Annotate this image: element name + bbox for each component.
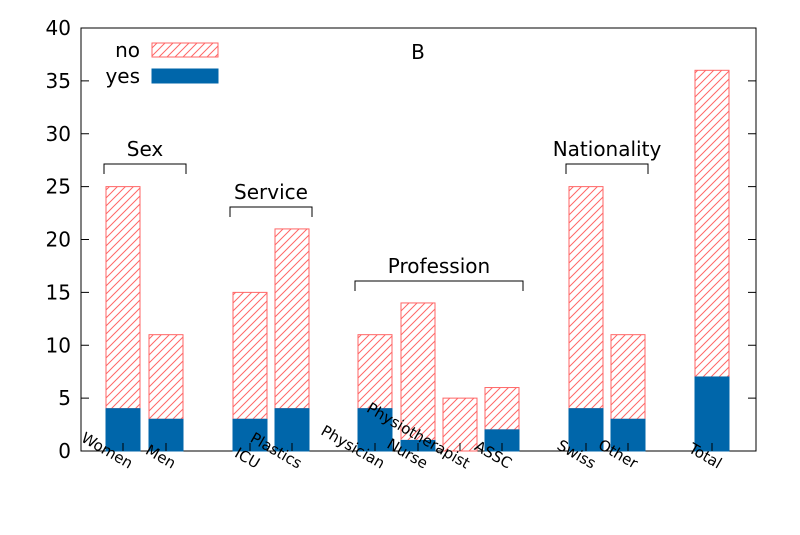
bar-no-assc bbox=[484, 387, 520, 431]
bar-no-other bbox=[610, 334, 646, 420]
bar-no-total bbox=[694, 69, 730, 378]
bar-yes-total bbox=[694, 376, 730, 452]
y-tick-label: 20 bbox=[46, 228, 71, 252]
group-bracket-nationality bbox=[565, 163, 649, 174]
y-tick-label: 30 bbox=[46, 122, 71, 146]
bar-no-physician bbox=[357, 334, 393, 410]
group-label-nationality: Nationality bbox=[553, 137, 662, 161]
panel-title: B bbox=[411, 40, 425, 64]
bar-no-plastics bbox=[274, 228, 310, 410]
group-label-service: Service bbox=[234, 180, 308, 204]
y-tick-label: 5 bbox=[58, 386, 71, 410]
legend-label-yes: yes bbox=[105, 64, 140, 88]
bar-no-nurse bbox=[400, 302, 436, 441]
legend-label-no: no bbox=[115, 38, 140, 62]
y-tick-label: 25 bbox=[46, 175, 71, 199]
group-label-profession: Profession bbox=[388, 254, 490, 278]
group-bracket-profession bbox=[354, 280, 524, 291]
y-tick-label: 40 bbox=[46, 16, 71, 40]
y-tick-label: 35 bbox=[46, 69, 71, 93]
bar-no-physiotherapist bbox=[442, 397, 478, 452]
y-tick-label: 15 bbox=[46, 280, 71, 304]
bar-no-icu bbox=[232, 291, 268, 420]
bar-no-men bbox=[148, 334, 184, 420]
group-bracket-sex bbox=[103, 163, 187, 174]
group-bracket-service bbox=[229, 206, 313, 217]
bar-no-swiss bbox=[568, 186, 604, 410]
y-tick-label: 0 bbox=[58, 439, 71, 463]
legend-swatch-no bbox=[151, 42, 219, 58]
y-tick-label: 10 bbox=[46, 333, 71, 357]
bar-no-women bbox=[105, 186, 141, 410]
legend-swatch-yes bbox=[151, 68, 219, 84]
group-label-sex: Sex bbox=[127, 137, 164, 161]
